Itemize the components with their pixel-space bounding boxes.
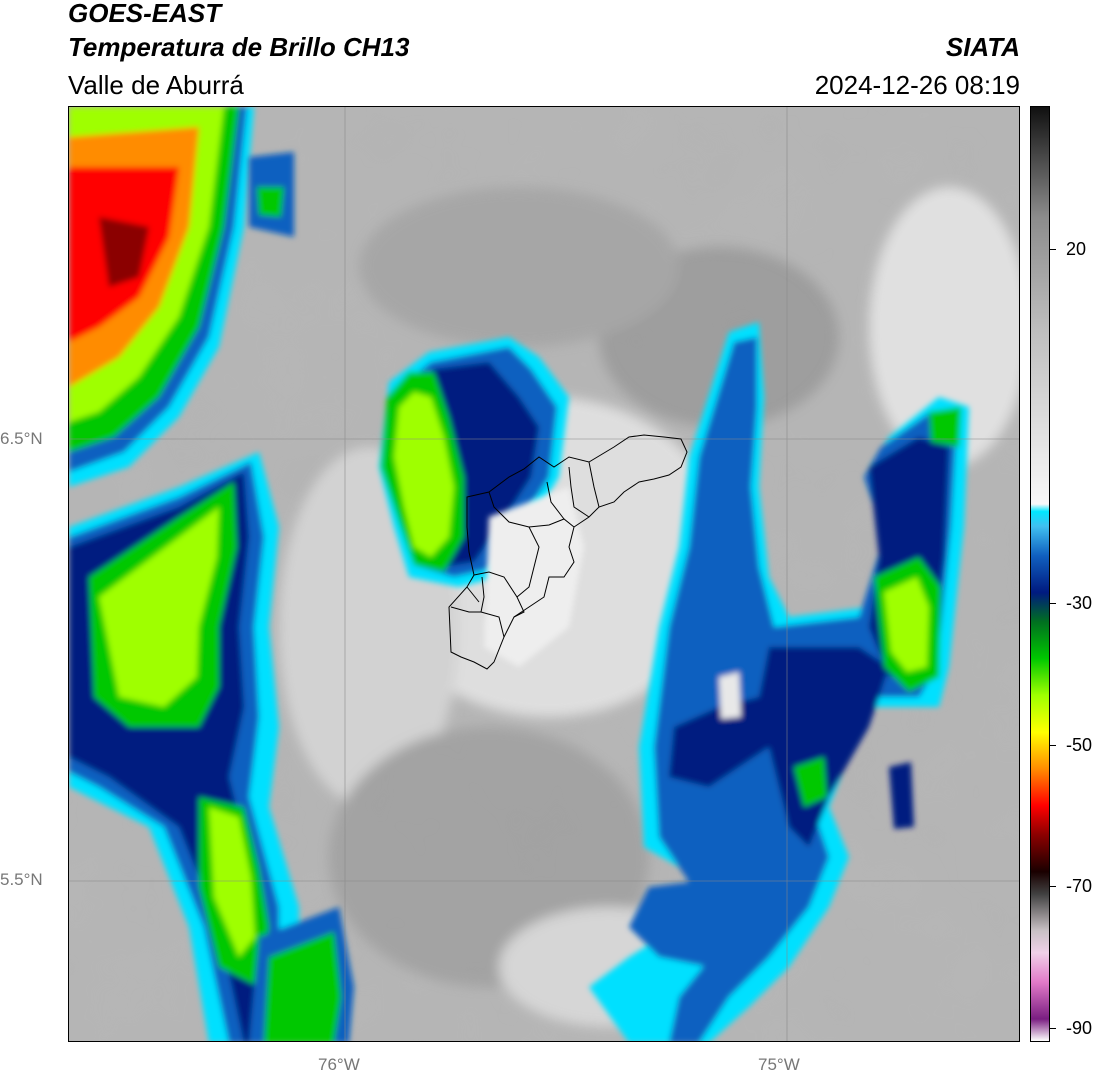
lat-label-5-5: 5.5°N <box>0 870 43 889</box>
colorbar-tick <box>1050 1028 1056 1029</box>
colorbar-tick <box>1050 886 1056 887</box>
datetime-label: 2024-12-26 08:19 <box>814 70 1020 100</box>
region-subtitle: Valle de Aburrá <box>68 70 244 100</box>
colorbar-label-minus50: -50 <box>1066 735 1093 755</box>
colorbar-label-minus30: -30 <box>1066 593 1093 613</box>
agency-label: SIATA <box>945 32 1020 62</box>
satellite-title: GOES-EAST <box>68 0 222 28</box>
lat-label-6-5: 6.5°N <box>0 429 43 448</box>
cloud-east <box>589 322 969 1041</box>
product-title: Temperatura de Brillo CH13 <box>68 32 410 62</box>
temperature-colorbar <box>1030 106 1050 1042</box>
lon-label-76w: 76°W <box>318 1055 360 1074</box>
colorbar-label-minus90: -90 <box>1066 1018 1093 1038</box>
colorbar-tick <box>1050 249 1056 250</box>
cloud-west-mid <box>69 452 354 1041</box>
satellite-map[interactable] <box>68 106 1020 1042</box>
cloud-top-west <box>69 107 254 487</box>
gridlines <box>69 107 1019 1041</box>
map-canvas <box>69 107 1019 1041</box>
colorbar-label-minus70: -70 <box>1066 876 1093 896</box>
colorbar-tick <box>1050 745 1056 746</box>
municipal-boundaries <box>448 434 688 670</box>
colorbar-label-20: 20 <box>1066 239 1087 259</box>
colorbar-tick <box>1050 603 1056 604</box>
lon-label-75w: 75°W <box>758 1055 800 1074</box>
